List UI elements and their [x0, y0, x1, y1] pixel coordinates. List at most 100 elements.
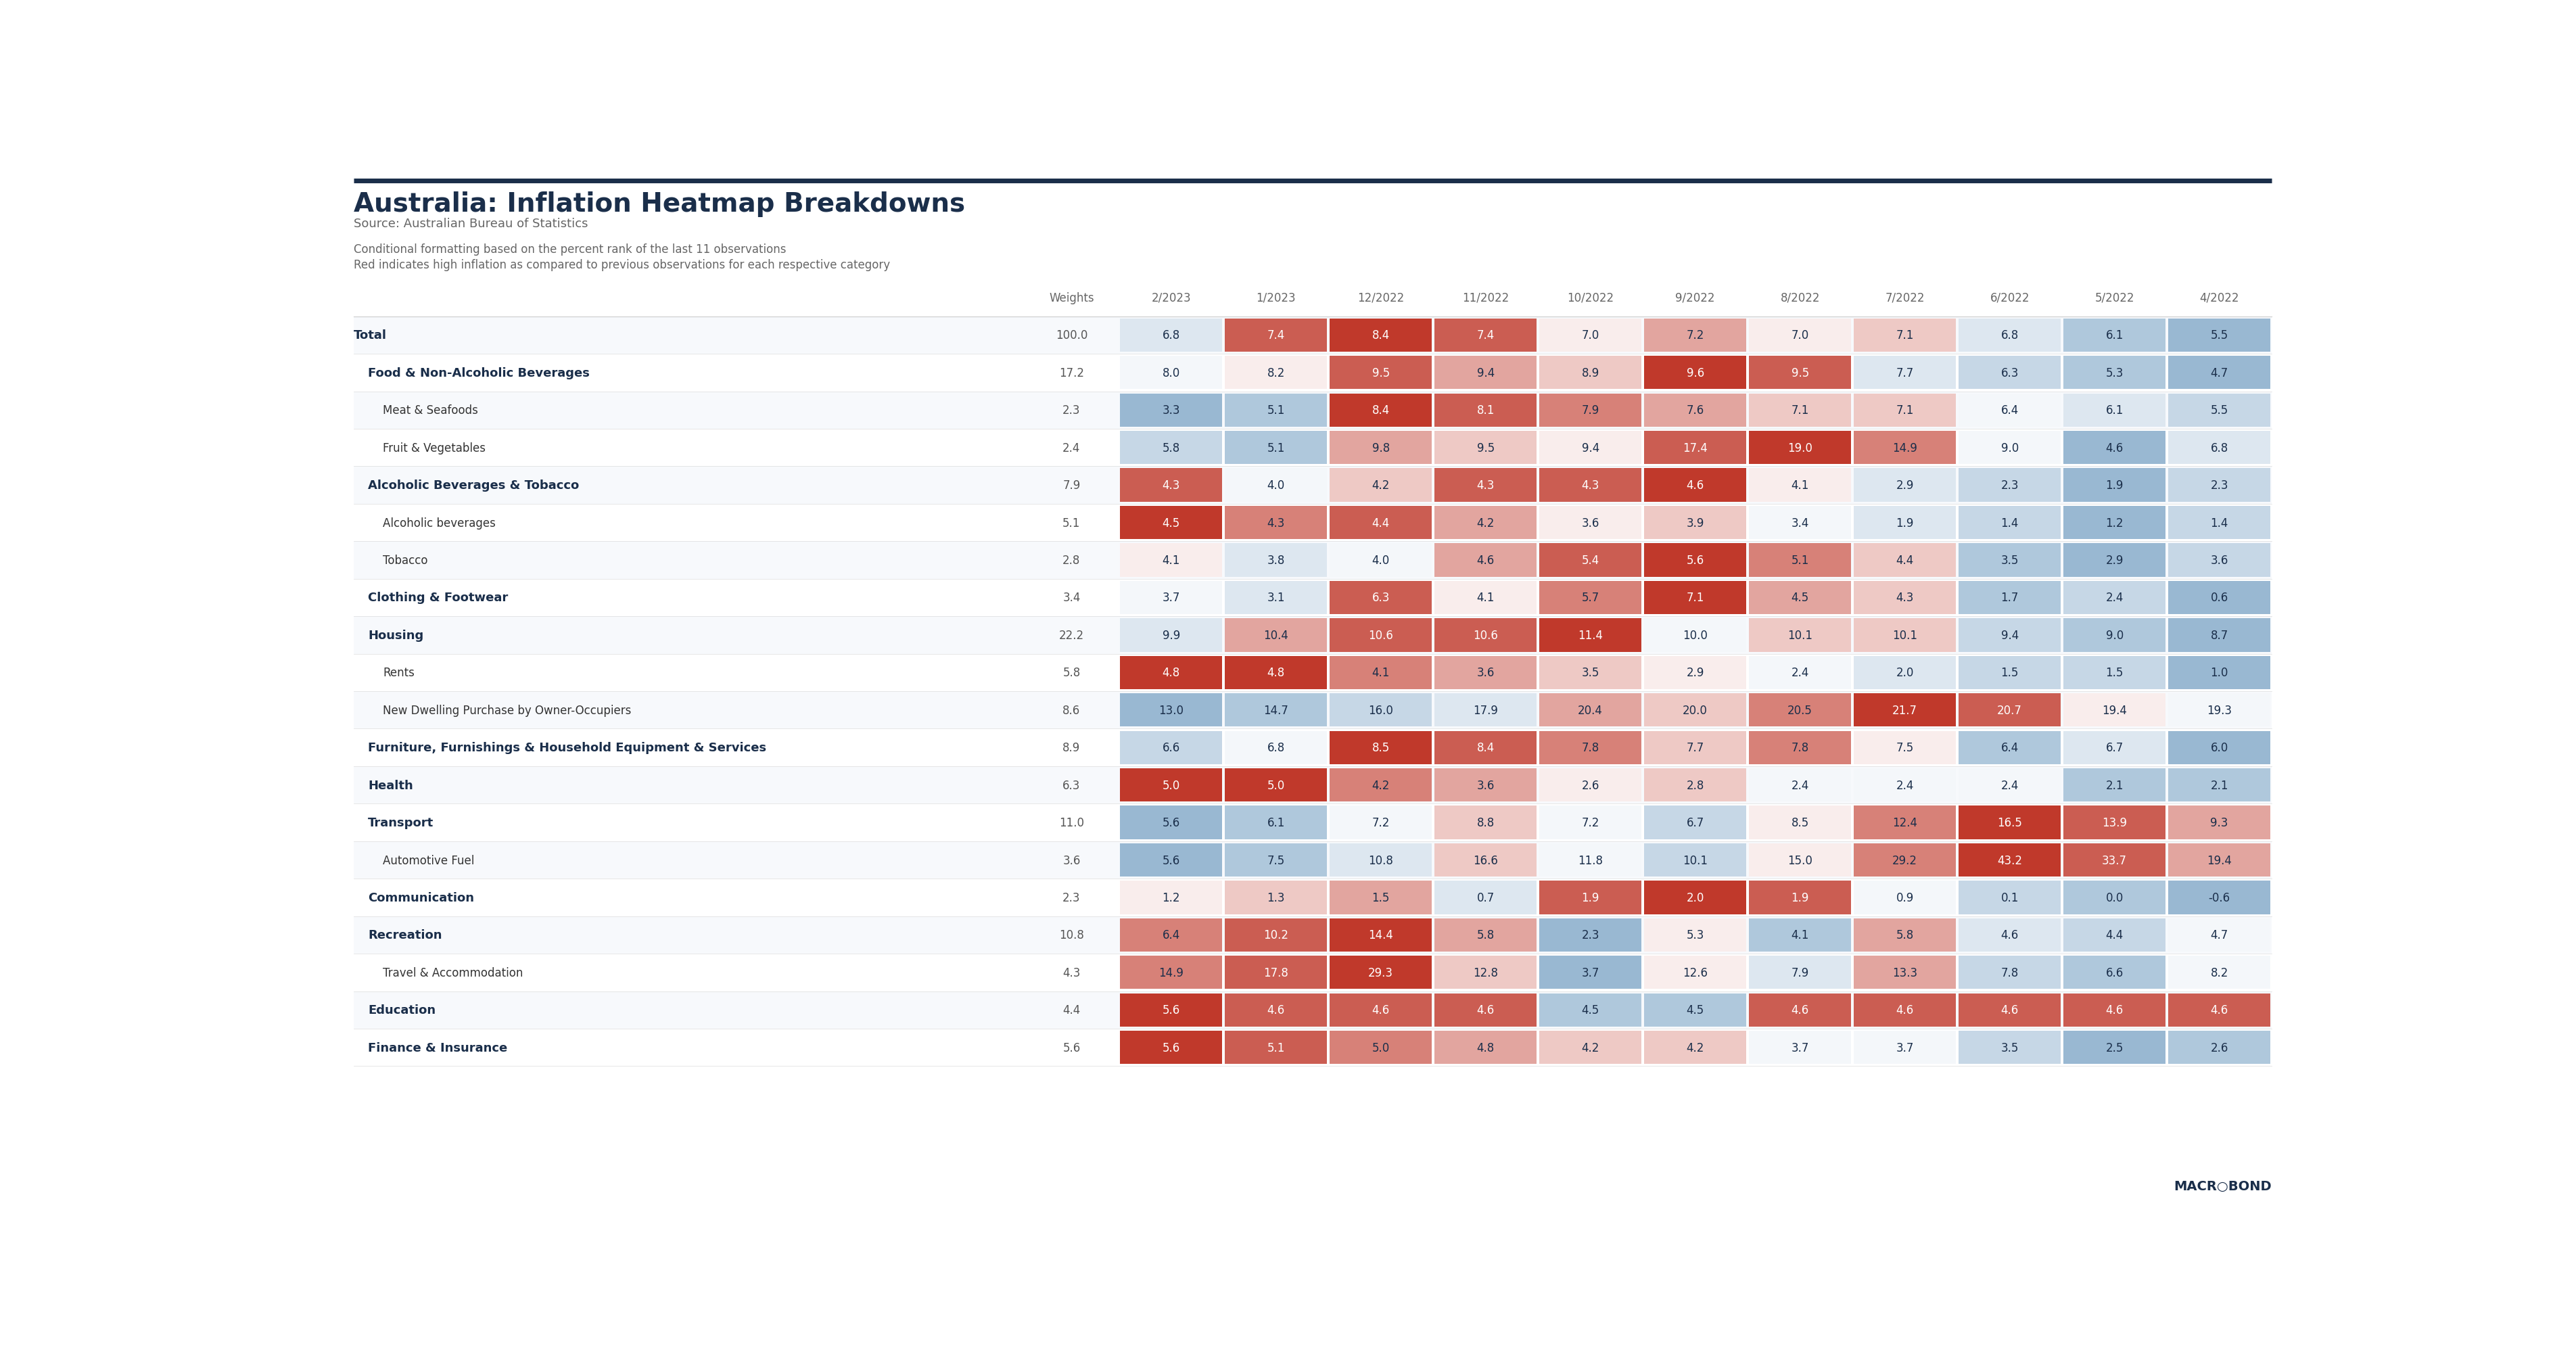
Bar [2063, 506, 2166, 540]
Bar [1540, 805, 1641, 839]
Text: 5.6: 5.6 [1162, 854, 1180, 866]
Text: 2.3: 2.3 [1061, 404, 1079, 416]
Text: 4.6: 4.6 [1790, 1003, 1808, 1016]
Text: 2.3: 2.3 [1061, 892, 1079, 903]
Text: 17.9: 17.9 [1473, 704, 1499, 716]
Text: 4.2: 4.2 [1687, 1041, 1705, 1054]
Text: 33.7: 33.7 [2102, 854, 2128, 866]
Bar [1958, 506, 2061, 540]
Text: 3.7: 3.7 [1582, 967, 1600, 979]
Bar [1540, 393, 1641, 427]
Bar [1958, 694, 2061, 727]
Bar [1226, 656, 1327, 689]
Text: 3.6: 3.6 [1476, 667, 1494, 679]
Text: 7.7: 7.7 [1687, 742, 1705, 754]
Bar [2063, 618, 2166, 652]
Text: 2.0: 2.0 [1687, 892, 1705, 903]
Text: 4.8: 4.8 [1267, 667, 1285, 679]
Text: 11.0: 11.0 [1059, 816, 1084, 829]
Bar [1226, 769, 1327, 801]
Text: 4.3: 4.3 [1061, 967, 1079, 979]
Bar [2063, 805, 2166, 839]
Text: 6.3: 6.3 [1373, 591, 1388, 603]
Text: 22.2: 22.2 [1059, 629, 1084, 641]
Text: 8.0: 8.0 [1162, 367, 1180, 380]
Text: Education: Education [368, 1003, 435, 1016]
Bar [1958, 469, 2061, 502]
Bar [1855, 357, 1955, 389]
Bar [1855, 843, 1955, 877]
Text: 4.3: 4.3 [1896, 591, 1914, 603]
Text: 16.6: 16.6 [1473, 854, 1499, 866]
Bar [1226, 1031, 1327, 1064]
Text: 16.0: 16.0 [1368, 704, 1394, 716]
Text: 6.0: 6.0 [2210, 742, 2228, 754]
Bar [1855, 881, 1955, 914]
Bar [353, 392, 2272, 430]
Bar [2063, 393, 2166, 427]
Bar [1749, 469, 1852, 502]
Text: 8.5: 8.5 [1790, 816, 1808, 829]
Text: 19.3: 19.3 [2208, 704, 2231, 716]
Bar [1540, 357, 1641, 389]
Bar [1121, 994, 1221, 1026]
Text: 100.0: 100.0 [1056, 330, 1087, 342]
Text: 5.5: 5.5 [2210, 404, 2228, 416]
Text: 8.5: 8.5 [1373, 742, 1388, 754]
Bar [1226, 357, 1327, 389]
Text: 1.2: 1.2 [2105, 517, 2123, 529]
Bar [353, 1029, 2272, 1066]
Text: 4.6: 4.6 [1476, 1003, 1494, 1016]
Bar [1855, 805, 1955, 839]
Text: 4.5: 4.5 [1687, 1003, 1705, 1016]
Bar [1226, 393, 1327, 427]
Bar [1435, 881, 1535, 914]
Text: 10/2022: 10/2022 [1566, 292, 1613, 304]
Text: 2.4: 2.4 [2002, 780, 2020, 792]
Text: 6.8: 6.8 [2210, 442, 2228, 454]
Text: 5.3: 5.3 [2105, 367, 2123, 380]
Text: 7.4: 7.4 [1267, 330, 1285, 342]
Bar [1226, 469, 1327, 502]
Text: Travel & Accommodation: Travel & Accommodation [384, 967, 523, 979]
Bar [1643, 582, 1747, 614]
Text: 15.0: 15.0 [1788, 854, 1814, 866]
Bar [1226, 918, 1327, 952]
Bar [1958, 918, 2061, 952]
Text: 8.9: 8.9 [1582, 367, 1600, 380]
Bar [1329, 469, 1432, 502]
Text: 3.7: 3.7 [1162, 591, 1180, 603]
Text: 5.6: 5.6 [1162, 816, 1180, 829]
Bar [2169, 357, 2269, 389]
Bar [1958, 357, 2061, 389]
Bar [2169, 506, 2269, 540]
Bar [1855, 694, 1955, 727]
Bar [353, 692, 2272, 730]
Bar [1121, 1031, 1221, 1064]
Bar [2169, 956, 2269, 990]
Bar [1121, 731, 1221, 765]
Bar [2169, 805, 2269, 839]
Bar [1435, 582, 1535, 614]
Bar [1121, 393, 1221, 427]
Text: 10.4: 10.4 [1262, 629, 1288, 641]
Text: 2.8: 2.8 [1687, 780, 1705, 792]
Text: 1.5: 1.5 [2002, 667, 2020, 679]
Bar [1540, 918, 1641, 952]
Text: 4.1: 4.1 [1790, 929, 1808, 941]
Text: 7.7: 7.7 [1896, 367, 1914, 380]
Text: 9.8: 9.8 [1373, 442, 1388, 454]
Text: 4.6: 4.6 [1896, 1003, 1914, 1016]
Bar [1329, 731, 1432, 765]
Text: 4/2022: 4/2022 [2200, 292, 2239, 304]
Bar [1749, 805, 1852, 839]
Text: Housing: Housing [368, 629, 422, 641]
Bar [1855, 506, 1955, 540]
Bar [1435, 544, 1535, 578]
Bar [1226, 431, 1327, 465]
Bar [1121, 506, 1221, 540]
Text: 3.5: 3.5 [1582, 667, 1600, 679]
Text: 10.1: 10.1 [1788, 629, 1814, 641]
Text: 7/2022: 7/2022 [1886, 292, 1924, 304]
Text: 2.4: 2.4 [1896, 780, 1914, 792]
